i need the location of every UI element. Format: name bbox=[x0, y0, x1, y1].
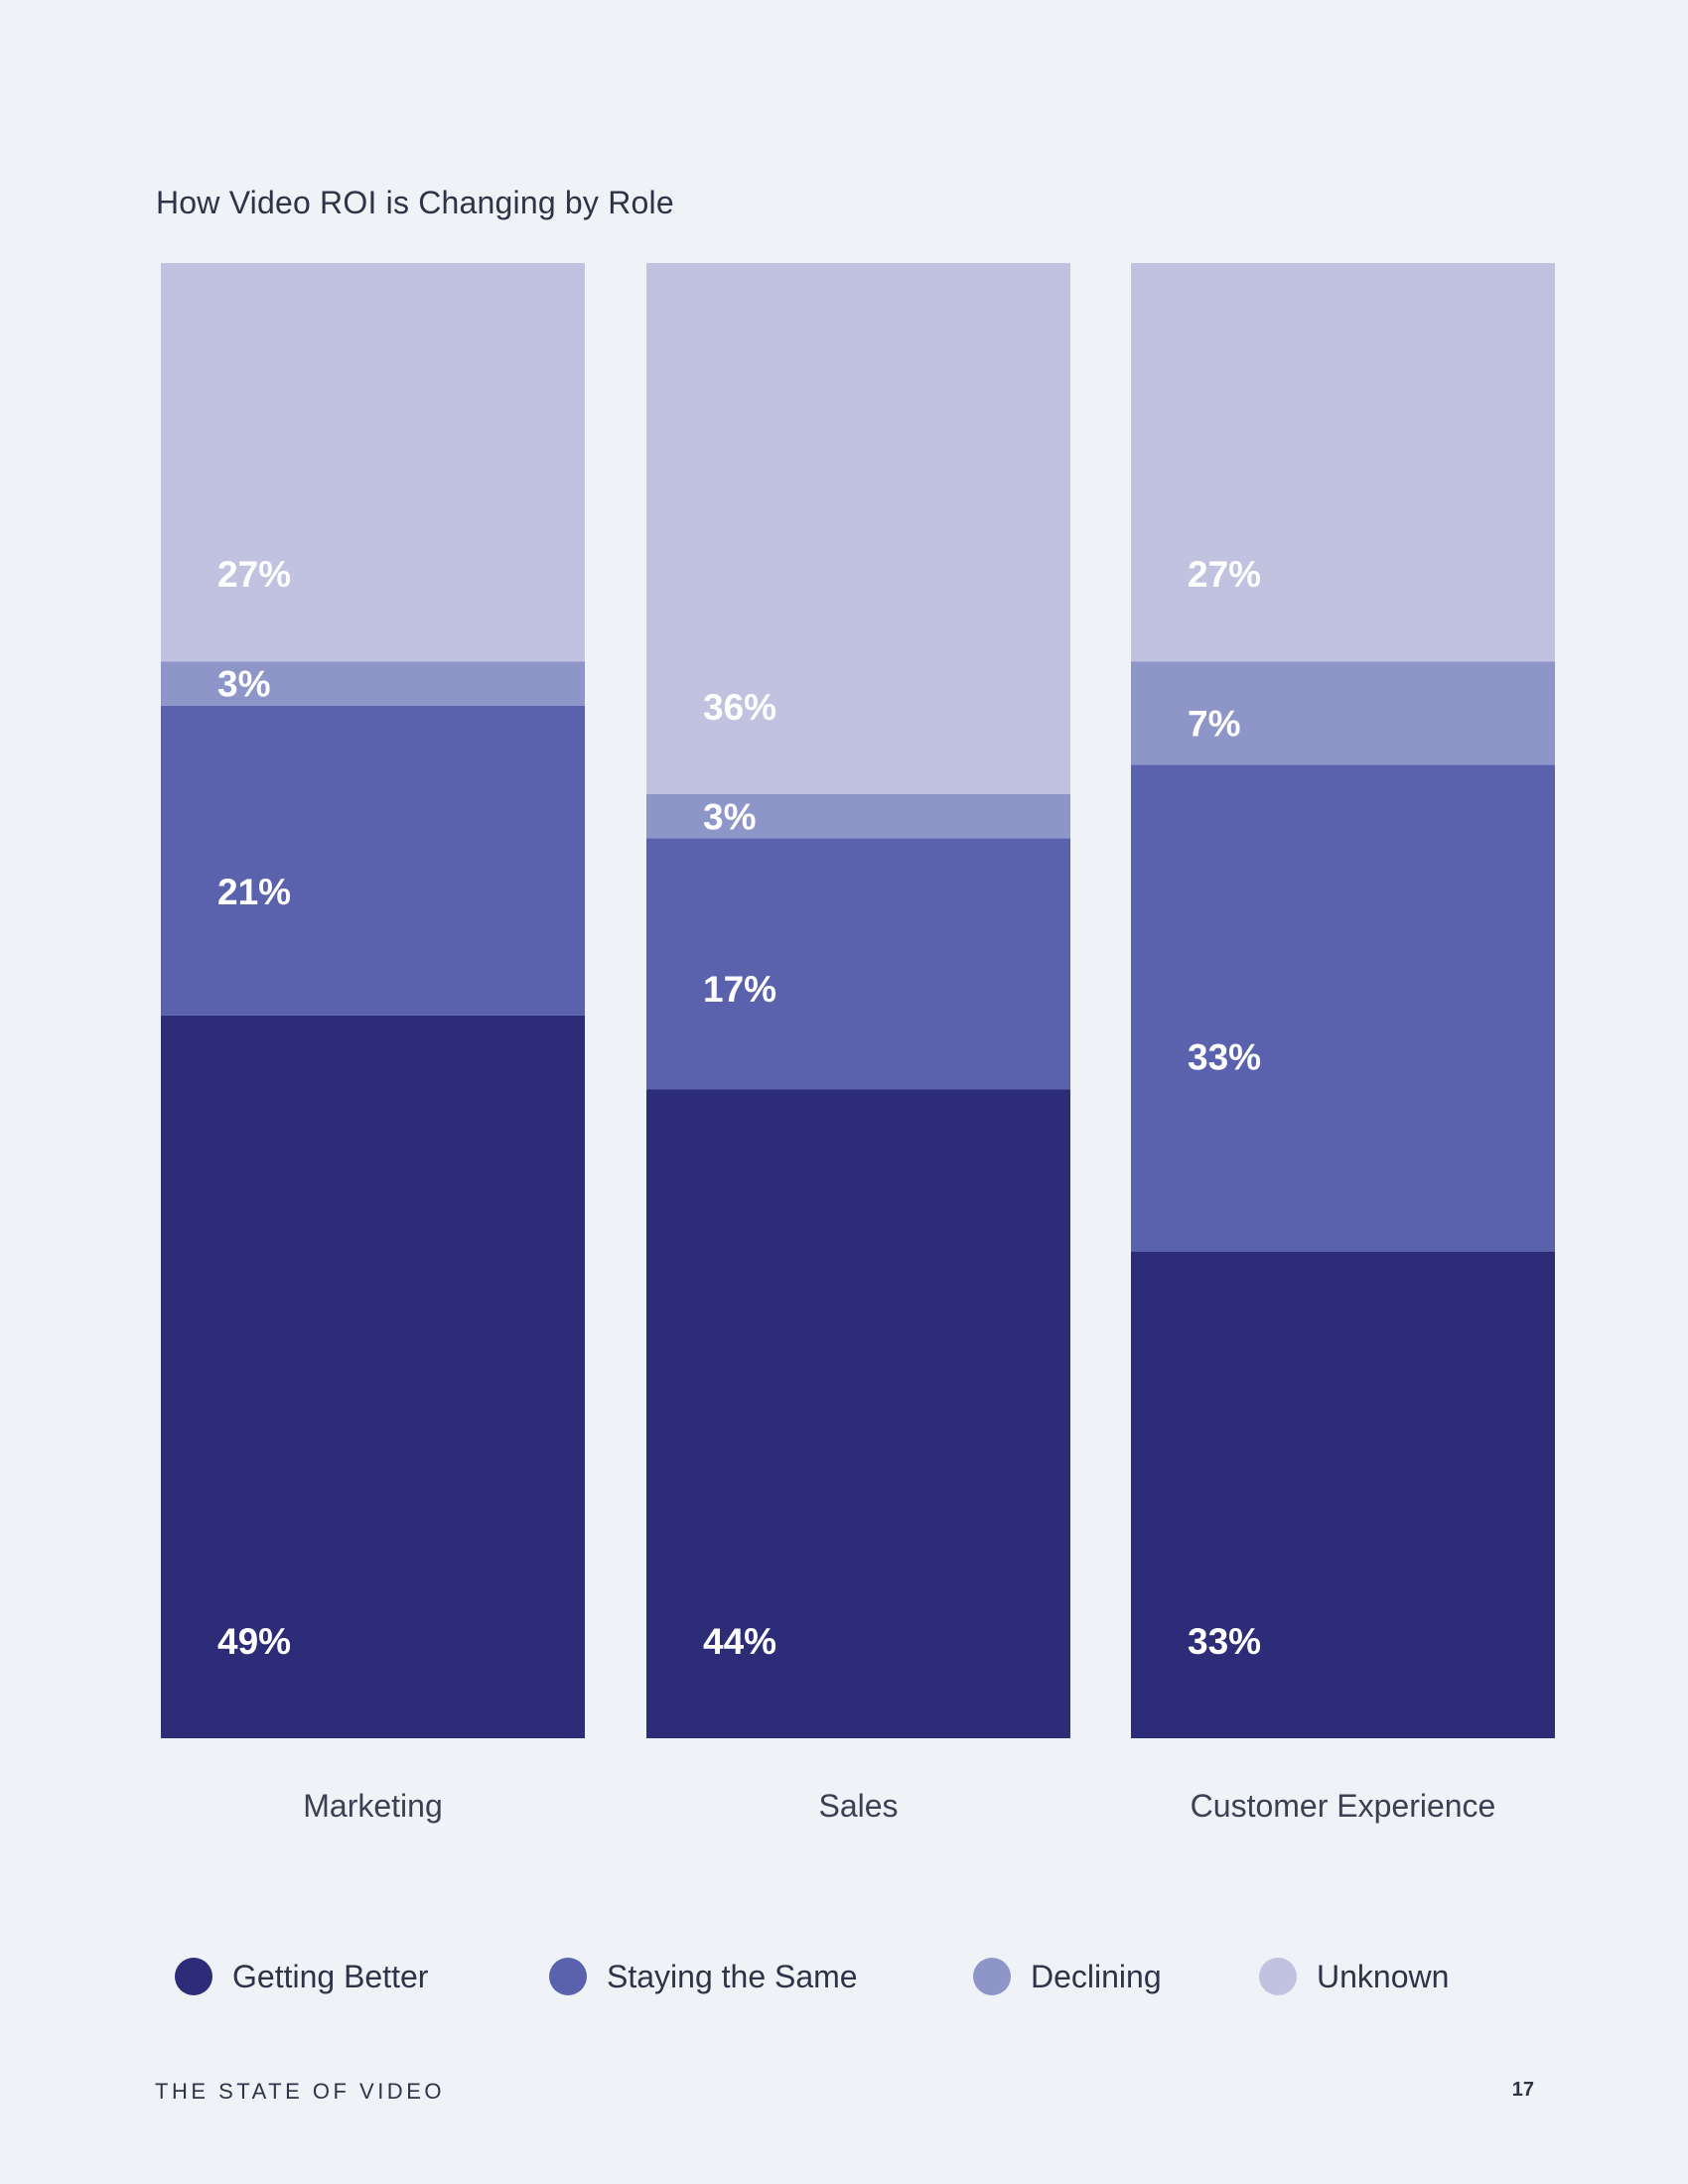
legend-item-declining: Declining bbox=[973, 1952, 1162, 2001]
footer-page-number: 17 bbox=[1511, 2079, 1534, 2101]
bar-sales-declining bbox=[646, 793, 1070, 839]
data-label-marketing-unknown: 27% bbox=[217, 554, 291, 595]
bar-marketing-staying-the-same bbox=[161, 705, 585, 1016]
legend-dot-declining-icon bbox=[973, 1958, 1011, 1995]
legend-item-staying-the-same: Staying the Same bbox=[549, 1952, 858, 2001]
data-label-marketing-getting-better: 49% bbox=[217, 1621, 291, 1662]
bar-marketing-getting-better bbox=[161, 1015, 585, 1738]
bar-marketing-declining bbox=[161, 661, 585, 706]
data-label-sales-getting-better: 44% bbox=[703, 1621, 776, 1662]
data-label-customer-experience-declining: 7% bbox=[1188, 704, 1240, 745]
bar-sales-getting-better bbox=[646, 1089, 1070, 1738]
legend-dot-getting-better-icon bbox=[175, 1958, 212, 1995]
data-label-marketing-declining: 3% bbox=[217, 664, 270, 705]
legend-item-getting-better: Getting Better bbox=[175, 1952, 428, 2001]
legend-dot-staying-the-same-icon bbox=[549, 1958, 587, 1995]
data-label-sales-staying-the-same: 17% bbox=[703, 969, 776, 1010]
bar-marketing-unknown bbox=[161, 263, 585, 662]
legend-dot-unknown-icon bbox=[1259, 1958, 1297, 1995]
category-label-customer-experience: Customer Experience bbox=[1191, 1788, 1496, 1824]
legend-label: Getting Better bbox=[232, 1958, 429, 1994]
bar-customer-experience-getting-better bbox=[1131, 1251, 1555, 1738]
legend-label: Unknown bbox=[1317, 1958, 1450, 1994]
chart-legend: Getting Better Staying the Same Declinin… bbox=[0, 1952, 1688, 2001]
stacked-bar-chart: 49% 21% 3% 27% Marketing 44% 17% 3% 36% Sales 33% 3… bbox=[161, 263, 1555, 1824]
bar-customer-experience-unknown bbox=[1131, 263, 1555, 662]
chart-title: How Video ROI is Changing by Role bbox=[156, 185, 674, 220]
data-label-customer-experience-unknown: 27% bbox=[1188, 554, 1261, 595]
data-label-customer-experience-getting-better: 33% bbox=[1188, 1621, 1261, 1662]
bar-sales-unknown bbox=[646, 263, 1070, 794]
footer-publication: THE STATE OF VIDEO bbox=[155, 2079, 445, 2104]
category-label-marketing: Marketing bbox=[303, 1788, 443, 1824]
data-label-sales-unknown: 36% bbox=[703, 687, 776, 728]
data-label-sales-declining: 3% bbox=[703, 796, 756, 837]
category-label-sales: Sales bbox=[818, 1788, 898, 1824]
legend-item-unknown: Unknown bbox=[1259, 1952, 1449, 2001]
data-label-customer-experience-staying-the-same: 33% bbox=[1188, 1036, 1261, 1077]
bar-customer-experience-declining bbox=[1131, 661, 1555, 765]
data-label-marketing-staying-the-same: 21% bbox=[217, 872, 291, 912]
legend-label: Staying the Same bbox=[607, 1958, 858, 1994]
bar-customer-experience-staying-the-same bbox=[1131, 764, 1555, 1252]
legend-label: Declining bbox=[1031, 1958, 1162, 1994]
bar-sales-staying-the-same bbox=[646, 838, 1070, 1090]
